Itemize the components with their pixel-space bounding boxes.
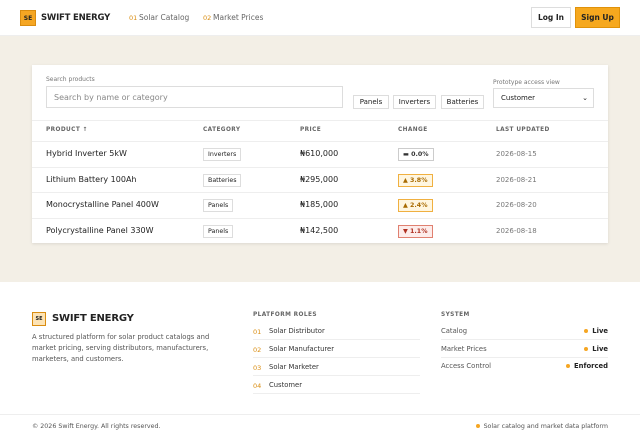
access-select[interactable]: Customer ⌄	[493, 88, 594, 108]
product-name[interactable]: Monocrystalline Panel 400W	[46, 200, 159, 209]
category-tag: Inverters	[203, 148, 242, 161]
product-name[interactable]: Polycrystalline Panel 330W	[46, 225, 154, 235]
role-label: Solar Marketer	[269, 363, 319, 371]
last-updated: 2026-08-20	[496, 201, 537, 209]
tagline-text: Solar catalog and market data platform	[483, 423, 608, 430]
role-num: 02	[253, 346, 262, 354]
access-value: Customer	[501, 94, 536, 102]
chevron: ⌄	[582, 94, 588, 102]
role-label: Solar Distributor	[269, 327, 325, 335]
price: ₦295,000	[300, 174, 339, 184]
column-header[interactable]: PRODUCT ↑	[46, 127, 88, 133]
price: ₦185,000	[300, 200, 339, 209]
divider	[32, 166, 608, 168]
last-updated: 2026-08-21	[496, 175, 537, 184]
nav-num: 02	[203, 14, 212, 22]
product-name[interactable]: Hybrid Inverter 5kW	[46, 149, 127, 158]
section-title: PLATFORM ROLES	[253, 312, 317, 318]
role-num: 04	[253, 382, 262, 390]
footer-brand: SWIFT ENERGY	[52, 313, 134, 324]
last-updated: 2026-08-18	[496, 226, 537, 235]
section-title: SYSTEM	[441, 312, 470, 318]
category-tag: Batteries	[203, 173, 242, 187]
filter-chip[interactable]: Batteries	[441, 95, 484, 109]
login-button[interactable]: Log In	[531, 7, 571, 28]
column-header: PRICE	[300, 127, 322, 133]
tagline: Solar catalog and market data platform	[475, 423, 608, 430]
system-status: Enforced	[566, 362, 608, 370]
system-label: Access Control	[441, 362, 491, 370]
divider	[253, 339, 420, 340]
divider	[32, 120, 608, 121]
status-text: Live	[592, 327, 608, 335]
column-header: CHANGE	[398, 127, 428, 133]
change-badge: ▲ 2.4%	[398, 199, 433, 212]
change-badge: ▼ 1.1%	[398, 224, 433, 238]
footer-description: A structured platform for solar product …	[32, 333, 210, 363]
divider	[441, 356, 608, 358]
price: ₦142,500	[300, 225, 339, 235]
logo[interactable]: SE	[20, 10, 36, 26]
status-text: Live	[592, 344, 608, 353]
search-input[interactable]: Search by name or category	[46, 86, 343, 108]
divider	[253, 375, 420, 376]
divider	[32, 192, 608, 193]
status-text: Enforced	[574, 362, 608, 370]
status-dot	[584, 346, 589, 351]
nav-num: 01	[129, 14, 138, 22]
change-badge: ▲ 3.8%	[398, 173, 433, 187]
column-header: LAST UPDATED	[496, 127, 550, 133]
role-label: Solar Manufacturer	[269, 345, 335, 353]
system-status: Live	[584, 327, 608, 335]
signup-button[interactable]: Sign Up	[575, 7, 620, 28]
price: ₦610,000	[300, 149, 339, 158]
copyright: © 2026 Swift Energy. All rights reserved…	[32, 423, 161, 430]
divider	[253, 393, 420, 394]
system-status: Live	[584, 345, 608, 353]
last-updated: 2026-08-15	[496, 150, 537, 158]
role-num: 03	[253, 364, 262, 372]
divider	[0, 414, 640, 415]
system-label: Market Prices	[441, 344, 487, 353]
dot	[475, 424, 480, 428]
nav-link[interactable]: Market Prices	[213, 13, 264, 22]
nav-link[interactable]: Solar Catalog	[139, 13, 190, 22]
status-dot	[566, 364, 571, 368]
search-label: Search products	[46, 76, 95, 83]
filter-chip[interactable]: Panels	[353, 95, 389, 109]
change-badge: ▬ 0.0%	[398, 148, 434, 161]
footer	[0, 282, 640, 440]
column-header: CATEGORY	[203, 127, 241, 133]
brand[interactable]: SWIFT ENERGY	[41, 13, 111, 23]
category-tag: Panels	[203, 199, 234, 212]
category-tag: Panels	[203, 224, 234, 238]
status-dot	[584, 329, 589, 333]
divider	[32, 217, 608, 219]
system-label: Catalog	[441, 327, 468, 335]
access-label: Prototype access view	[493, 79, 560, 86]
product-name[interactable]: Lithium Battery 100Ah	[46, 174, 137, 184]
footer-logo: SE	[32, 312, 46, 326]
catalog-card	[32, 65, 608, 243]
role-num: 01	[253, 328, 262, 336]
divider	[32, 141, 608, 142]
divider	[441, 339, 608, 340]
role-label: Customer	[269, 381, 303, 389]
filter-chip[interactable]: Inverters	[393, 95, 436, 109]
divider	[253, 357, 420, 358]
